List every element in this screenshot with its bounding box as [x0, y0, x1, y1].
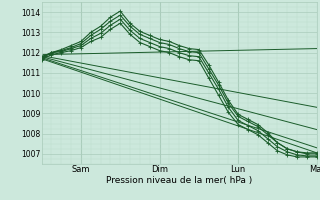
- X-axis label: Pression niveau de la mer( hPa ): Pression niveau de la mer( hPa ): [106, 176, 252, 185]
